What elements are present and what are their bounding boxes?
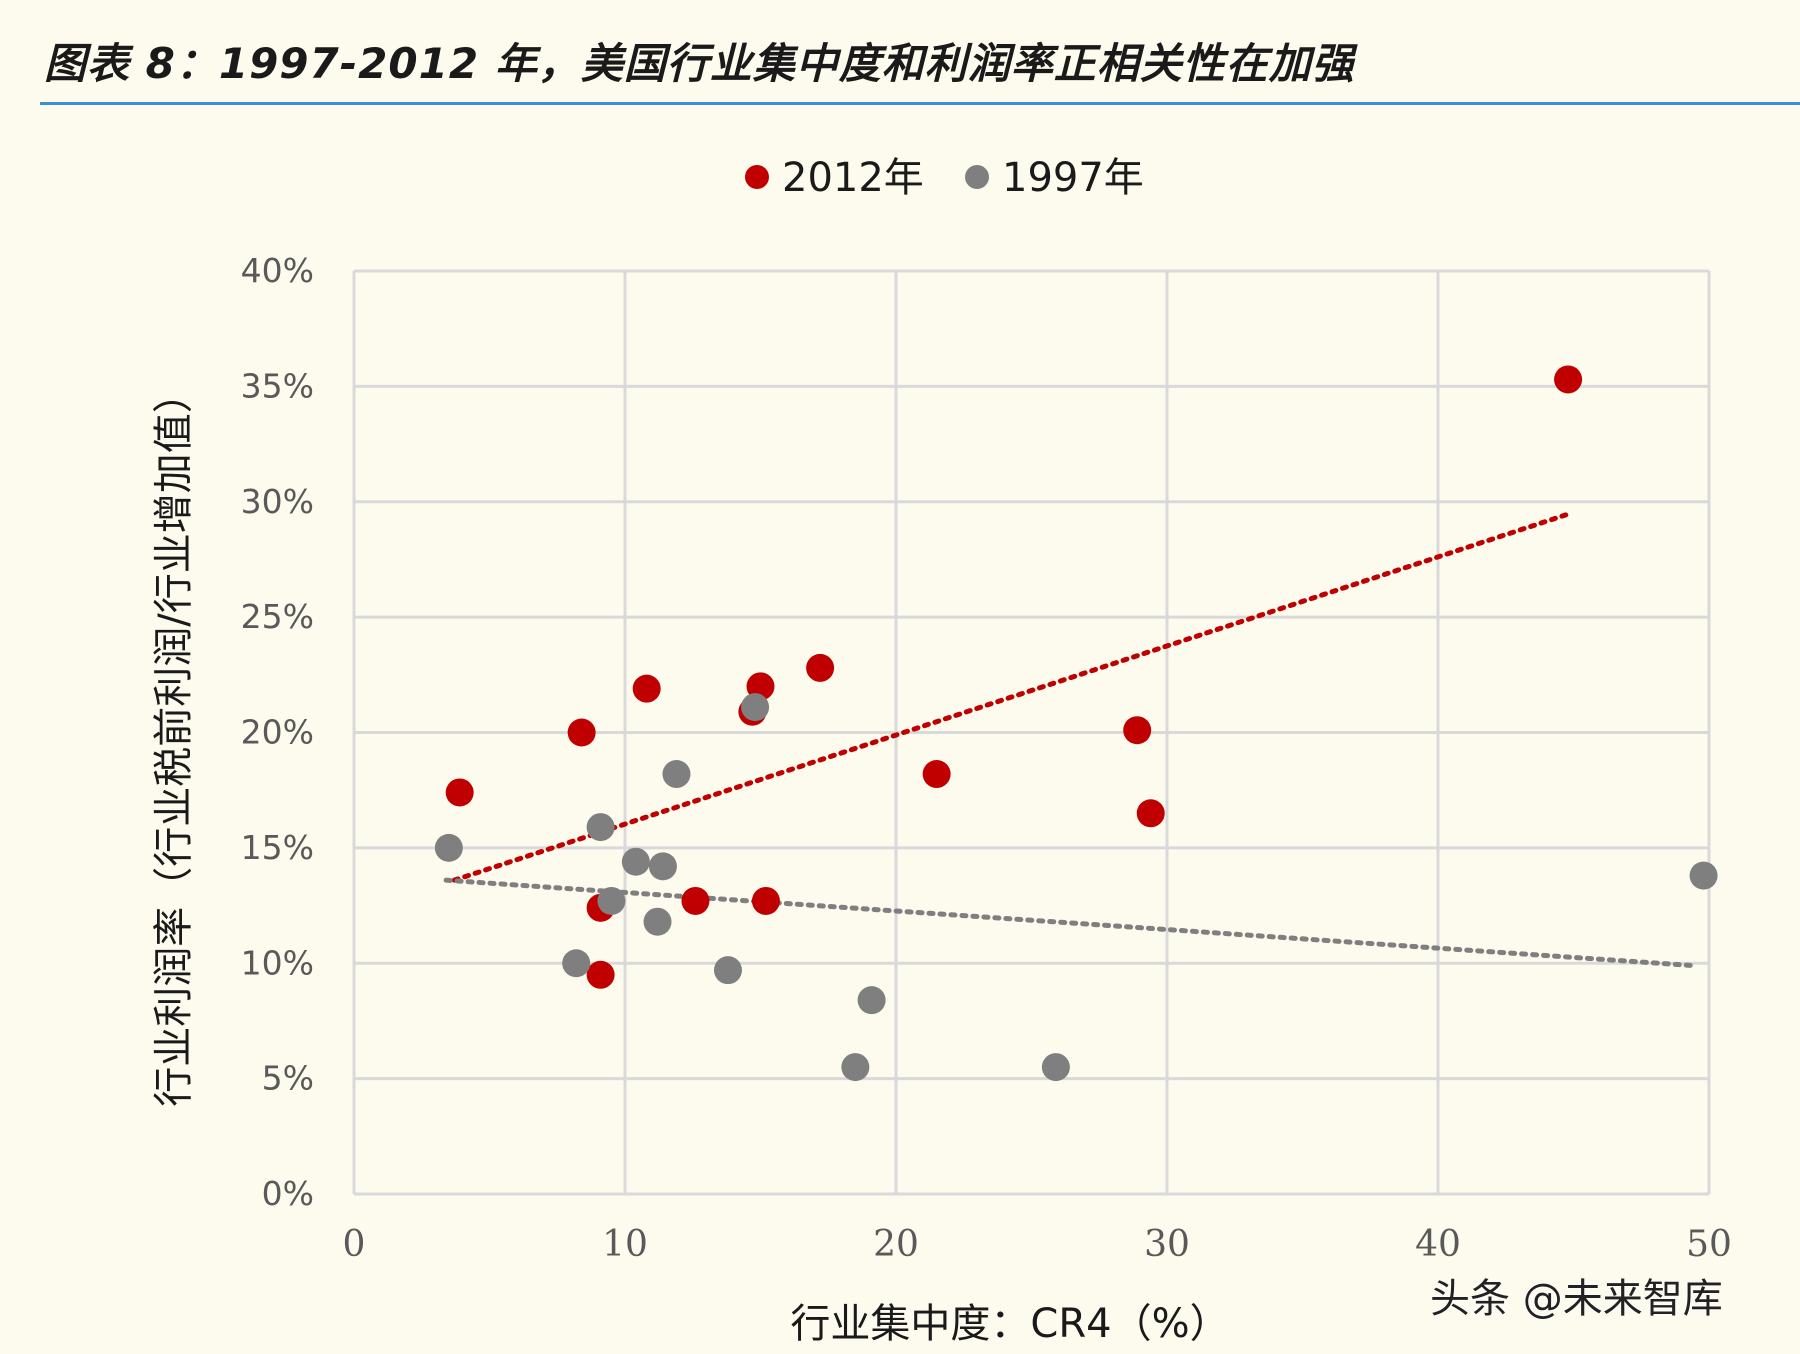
y-axis-ticks: 0% 5% 10% 15% 20% 25% 30% 35% 40% <box>241 251 314 1213</box>
legend-label-2012: 2012年 <box>782 155 924 201</box>
data-point-2012 <box>681 886 710 915</box>
data-point-1997 <box>857 986 886 1015</box>
x-tick-label: 40 <box>1415 1224 1461 1265</box>
data-point-2012 <box>1554 365 1583 394</box>
gridlines <box>352 269 1711 1196</box>
data-point-1997 <box>434 833 463 862</box>
x-tick-label: 50 <box>1686 1224 1732 1265</box>
x-tick-label: 10 <box>602 1224 648 1265</box>
trendlines <box>443 510 1696 969</box>
data-points <box>434 365 1718 1082</box>
x-axis-ticks: 0 10 20 30 40 50 <box>343 1224 1732 1265</box>
data-point-2012 <box>751 886 780 915</box>
trendline-2012 <box>451 510 1574 883</box>
data-point-1997 <box>643 907 672 936</box>
trendline-1997 <box>443 877 1696 969</box>
data-point-2012 <box>806 653 835 682</box>
x-tick-label: 30 <box>1144 1224 1190 1265</box>
data-point-2012 <box>586 960 615 989</box>
data-point-2012 <box>632 674 661 703</box>
data-point-1997 <box>841 1053 870 1082</box>
data-point-2012 <box>1136 799 1165 828</box>
x-tick-label: 0 <box>343 1224 366 1265</box>
data-point-1997 <box>648 852 677 881</box>
data-point-1997 <box>1689 861 1718 890</box>
y-tick-label: 10% <box>241 943 314 982</box>
data-point-1997 <box>741 693 770 722</box>
figure-caption: 图表 8：1997-2012 年，美国行业集中度和利润率正相关性在加强 <box>44 39 1355 88</box>
y-tick-label: 20% <box>241 713 314 752</box>
caption-rule <box>40 102 1800 105</box>
data-point-2012 <box>922 760 951 789</box>
legend: 2012年 1997年 <box>745 155 1144 201</box>
y-tick-label: 15% <box>241 828 314 867</box>
y-tick-label: 30% <box>241 482 314 521</box>
data-point-1997 <box>586 813 615 842</box>
legend-label-1997: 1997年 <box>1002 155 1144 201</box>
data-point-2012 <box>445 778 474 807</box>
y-tick-label: 25% <box>241 597 314 636</box>
x-tick-label: 20 <box>873 1224 919 1265</box>
y-tick-label: 35% <box>241 366 314 405</box>
data-point-2012 <box>567 718 596 747</box>
x-axis-title: 行业集中度：CR4（%） <box>790 1301 1229 1347</box>
data-point-1997 <box>597 886 626 915</box>
data-point-1997 <box>662 760 691 789</box>
data-point-1997 <box>1041 1053 1070 1082</box>
legend-swatch-1997 <box>965 165 989 189</box>
data-point-1997 <box>562 949 591 978</box>
y-axis-title: 行业利润率（行业税前利润/行业增加值） <box>151 373 197 1106</box>
y-tick-label: 5% <box>262 1059 314 1098</box>
watermark: 头条 @未来智库 <box>1430 1276 1723 1322</box>
data-point-2012 <box>1123 716 1152 745</box>
legend-swatch-2012 <box>745 165 769 189</box>
y-tick-label: 40% <box>241 251 314 290</box>
y-tick-label: 0% <box>262 1174 314 1213</box>
data-point-1997 <box>621 847 650 876</box>
data-point-1997 <box>713 956 742 985</box>
